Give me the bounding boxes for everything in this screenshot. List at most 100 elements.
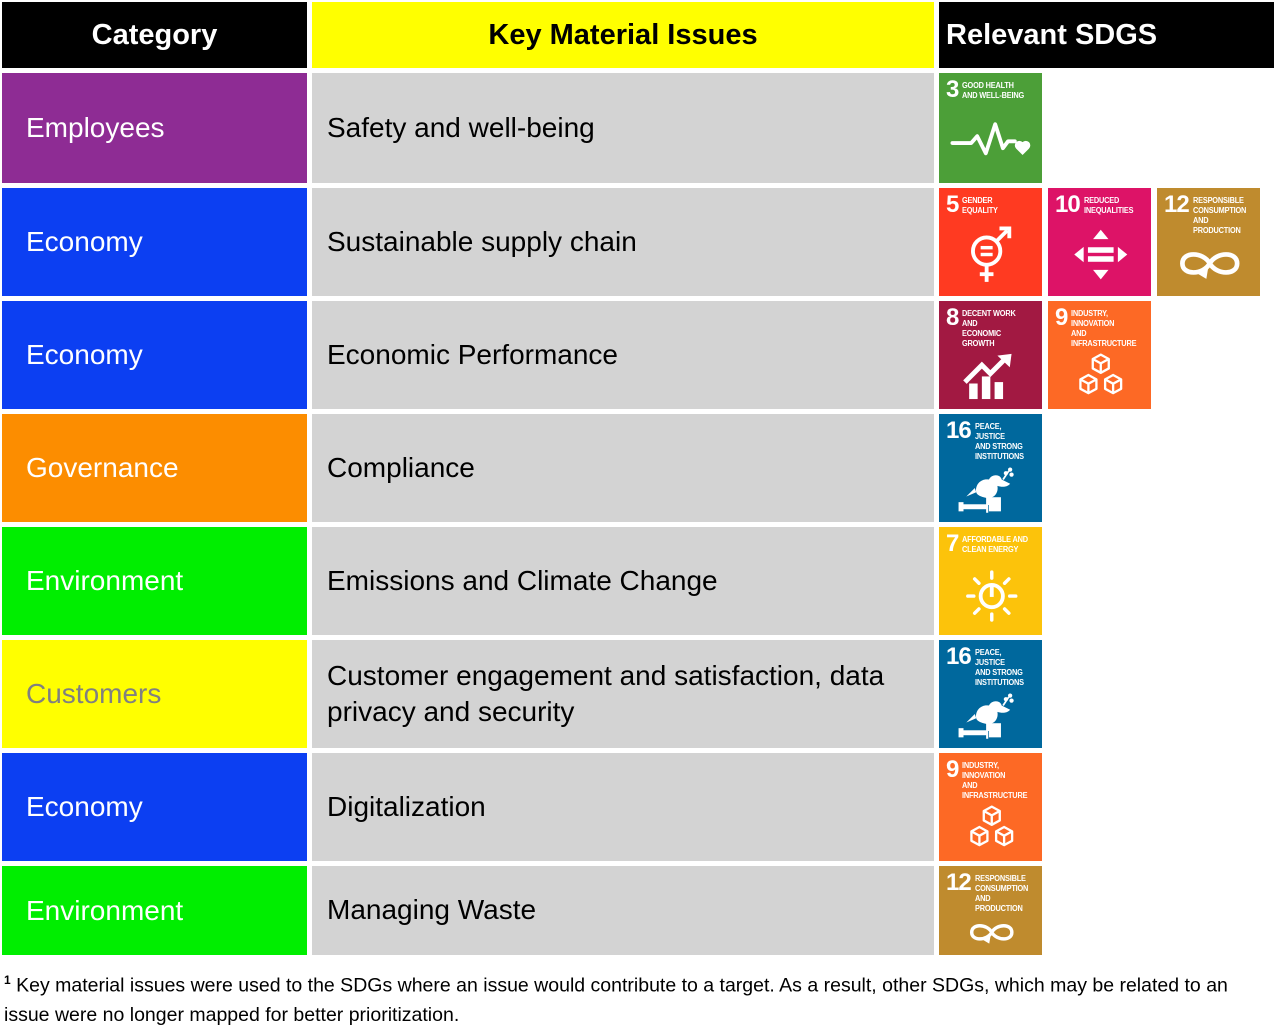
sdg-cell: 8 DECENT WORK AND ECONOMIC GROWTH 9	[939, 301, 1274, 409]
growth-chart-icon	[946, 350, 1037, 403]
sdg-tile-head: 7 AFFORDABLE AND CLEAN ENERGY	[946, 530, 1037, 557]
sdg-number: 10	[1055, 191, 1081, 218]
infinity-arrow-icon	[1164, 237, 1255, 290]
table-row: Customers Customer engagement and satisf…	[2, 640, 1274, 748]
sdg-number: 12	[946, 869, 972, 896]
sdg-tile-16: 16 PEACE, JUSTICE AND STRONG INSTITUTION…	[939, 640, 1042, 748]
sdg-number: 8	[946, 304, 959, 331]
header-sdgs-label: Relevant SDGS	[946, 18, 1158, 51]
issue-label: Compliance	[327, 451, 475, 483]
sdg-number: 9	[946, 756, 959, 783]
sdg-tile-head: 12 RESPONSIBLE CONSUMPTION AND PRODUCTIO…	[1164, 191, 1255, 236]
sdg-number: 16	[946, 643, 972, 670]
issue-label: Safety and well-being	[327, 111, 595, 143]
category-label: Economy	[26, 226, 143, 257]
issue-label: Sustainable supply chain	[327, 225, 637, 257]
table-row: Economy Sustainable supply chain 5 GENDE…	[2, 188, 1274, 296]
issue-label: Customer engagement and satisfaction, da…	[327, 659, 885, 727]
sdg-tile-head: 5 GENDER EQUALITY	[946, 191, 1037, 218]
equality-arrows-icon	[1055, 218, 1146, 290]
sdg-tile-9: 9 INDUSTRY, INNOVATION AND INFRASTRUCTUR…	[1048, 301, 1151, 409]
issue-cell: Emissions and Climate Change	[312, 527, 934, 635]
header-category: Category	[2, 2, 307, 68]
category-cell: Employees	[2, 73, 307, 183]
table-row: Economy Digitalization 9 INDUSTRY, INNOV…	[2, 753, 1274, 861]
sdg-tile-9: 9 INDUSTRY, INNOVATION AND INFRASTRUCTUR…	[939, 753, 1042, 861]
sdg-number: 7	[946, 530, 959, 557]
sdg-cell: 3 GOOD HEALTH AND WELL-BEING	[939, 73, 1274, 183]
header-key-material-issues: Key Material Issues	[312, 2, 934, 68]
sdg-title: INDUSTRY, INNOVATION AND INFRASTRUCTURE	[1071, 309, 1137, 348]
category-cell: Governance	[2, 414, 307, 522]
materiality-table: Category Key Material Issues Relevant SD…	[2, 2, 1274, 955]
sdg-title: PEACE, JUSTICE AND STRONG INSTITUTIONS	[974, 422, 1024, 461]
cubes-icon	[946, 802, 1037, 855]
header-issues-label: Key Material Issues	[488, 18, 758, 51]
table-row: Employees Safety and well-being 3 GOOD H…	[2, 73, 1274, 183]
sdg-title: GOOD HEALTH AND WELL-BEING	[962, 81, 1025, 100]
category-label: Customers	[26, 678, 162, 709]
category-cell: Economy	[2, 188, 307, 296]
category-cell: Environment	[2, 866, 307, 955]
issue-cell: Customer engagement and satisfaction, da…	[312, 640, 934, 748]
table-row: Economy Economic Performance 8 DECENT WO…	[2, 301, 1274, 409]
sdg-title: PEACE, JUSTICE AND STRONG INSTITUTIONS	[974, 648, 1024, 687]
cubes-icon	[1055, 350, 1146, 403]
sdg-cell: 16 PEACE, JUSTICE AND STRONG INSTITUTION…	[939, 640, 1274, 748]
table-row: Environment Managing Waste 12 RESPONSIBL…	[2, 866, 1274, 955]
issue-cell: Digitalization	[312, 753, 934, 861]
footnote-marker: 1	[4, 973, 11, 987]
category-label: Governance	[26, 452, 179, 483]
issue-label: Economic Performance	[327, 338, 619, 370]
sdg-title: RESPONSIBLE CONSUMPTION AND PRODUCTION	[1192, 196, 1246, 235]
dove-gavel-icon	[946, 463, 1037, 516]
sdg-number: 3	[946, 76, 959, 103]
sdg-tile-3: 3 GOOD HEALTH AND WELL-BEING	[939, 73, 1042, 183]
category-cell: Economy	[2, 753, 307, 861]
sdg-number: 9	[1055, 304, 1068, 331]
sdg-tile-head: 16 PEACE, JUSTICE AND STRONG INSTITUTION…	[946, 643, 1037, 688]
footnote: 1 Key material issues were used to the S…	[4, 971, 1270, 1030]
category-cell: Environment	[2, 527, 307, 635]
sun-power-icon	[946, 557, 1037, 629]
sdg-title: INDUSTRY, INNOVATION AND INFRASTRUCTURE	[962, 761, 1028, 800]
sdg-cell: 7 AFFORDABLE AND CLEAN ENERGY	[939, 527, 1274, 635]
issue-cell: Managing Waste	[312, 866, 934, 955]
issue-label: Digitalization	[327, 790, 486, 822]
sdg-number: 16	[946, 417, 972, 444]
table-row: Environment Emissions and Climate Change…	[2, 527, 1274, 635]
category-cell: Economy	[2, 301, 307, 409]
sdg-title: REDUCED INEQUALITIES	[1083, 196, 1134, 215]
issue-cell: Compliance	[312, 414, 934, 522]
category-label: Environment	[26, 894, 184, 926]
sdg-tile-head: 16 PEACE, JUSTICE AND STRONG INSTITUTION…	[946, 417, 1037, 462]
sdg-cell: 9 INDUSTRY, INNOVATION AND INFRASTRUCTUR…	[939, 753, 1274, 861]
sdg-title: DECENT WORK AND ECONOMIC GROWTH	[962, 309, 1016, 348]
sdg-title: AFFORDABLE AND CLEAN ENERGY	[962, 535, 1029, 554]
sdg-tile-5: 5 GENDER EQUALITY	[939, 188, 1042, 296]
category-label: Employees	[26, 112, 165, 143]
sdg-tile-head: 3 GOOD HEALTH AND WELL-BEING	[946, 76, 1037, 103]
sdg-title: GENDER EQUALITY	[962, 196, 999, 215]
sdg-tile-head: 9 INDUSTRY, INNOVATION AND INFRASTRUCTUR…	[946, 756, 1037, 801]
sdg-cell: 12 RESPONSIBLE CONSUMPTION AND PRODUCTIO…	[939, 866, 1274, 955]
footnote-text: Key material issues were used to the SDG…	[4, 974, 1228, 1026]
sdg-tile-head: 10 REDUCED INEQUALITIES	[1055, 191, 1146, 218]
gender-symbol-icon	[946, 218, 1037, 290]
sdg-number: 5	[946, 191, 959, 218]
sdg-title: RESPONSIBLE CONSUMPTION AND PRODUCTION	[974, 874, 1028, 913]
sdg-tile-16: 16 PEACE, JUSTICE AND STRONG INSTITUTION…	[939, 414, 1042, 522]
sdg-cell: 16 PEACE, JUSTICE AND STRONG INSTITUTION…	[939, 414, 1274, 522]
category-label: Economy	[26, 339, 143, 370]
table-header: Category Key Material Issues Relevant SD…	[2, 2, 1274, 68]
issue-cell: Safety and well-being	[312, 73, 934, 183]
heartbeat-heart-icon	[946, 103, 1037, 177]
header-relevant-sdgs: Relevant SDGS	[939, 2, 1274, 68]
infinity-arrow-icon	[946, 915, 1037, 949]
sdg-cell: 5 GENDER EQUALITY	[939, 188, 1274, 296]
sdg-tile-head: 12 RESPONSIBLE CONSUMPTION AND PRODUCTIO…	[946, 869, 1037, 914]
category-label: Environment	[26, 565, 184, 596]
category-label: Economy	[26, 791, 143, 822]
sdg-number: 12	[1164, 191, 1190, 218]
sdg-tile-10: 10 REDUCED INEQUALITIES	[1048, 188, 1151, 296]
